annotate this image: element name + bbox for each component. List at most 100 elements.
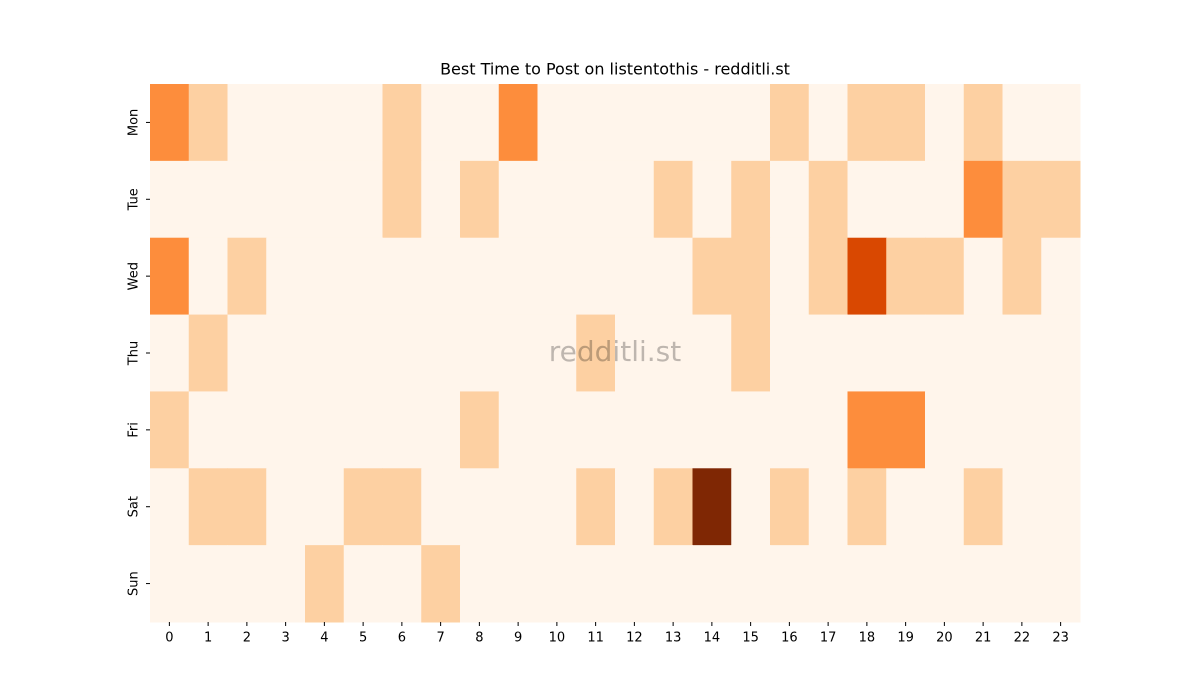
y-tick-label: Fri: [127, 422, 142, 438]
heat-cell: [266, 391, 306, 469]
heat-cell: [731, 545, 771, 623]
heat-cell: [1041, 545, 1081, 623]
heat-cell: [770, 314, 810, 392]
heat-cell: [847, 84, 887, 162]
heat-cell: [963, 84, 1003, 162]
heat-cell: [963, 314, 1003, 392]
heat-cell: [188, 468, 228, 546]
heat-cell: [576, 314, 616, 392]
heat-cell: [963, 237, 1003, 316]
heat-cell: [305, 84, 345, 162]
heat-cell: [886, 545, 926, 623]
heat-cell: [537, 84, 577, 162]
heat-cell: [653, 84, 693, 162]
heat-cell: [731, 314, 771, 392]
heat-cell: [460, 545, 500, 623]
heat-cell: [692, 468, 732, 546]
heat-cell: [847, 391, 887, 469]
heat-cell: [886, 314, 926, 392]
heat-cell: [808, 545, 848, 623]
chart-title: Best Time to Post on listentothis - redd…: [440, 60, 790, 79]
heat-cell: [886, 391, 926, 469]
heat-cell: [615, 468, 655, 546]
heat-cell: [808, 160, 848, 239]
x-tick-label: 18: [859, 631, 876, 646]
heat-cell: [343, 237, 383, 316]
heat-cell: [382, 545, 422, 623]
heat-cell: [1002, 314, 1042, 392]
heat-cell: [576, 545, 616, 623]
y-tick-label: Tue: [127, 188, 142, 211]
heat-cell: [150, 84, 190, 162]
watermark: redditli.st: [549, 335, 681, 368]
heatmap-cells: [150, 84, 1081, 623]
heat-cell: [847, 545, 887, 623]
x-tick-label: 10: [549, 631, 566, 646]
x-tick-label: 0: [165, 631, 173, 646]
heat-cell: [770, 237, 810, 316]
heat-cell: [808, 314, 848, 392]
heat-cell: [498, 237, 538, 316]
heat-cell: [421, 84, 461, 162]
heat-cell: [266, 468, 306, 546]
heat-cell: [653, 314, 693, 392]
heat-cell: [150, 314, 190, 392]
x-tick-label: 3: [281, 631, 289, 646]
x-tick-label: 4: [320, 631, 328, 646]
heat-cell: [963, 391, 1003, 469]
heat-cell: [421, 237, 461, 316]
heat-cell: [305, 468, 345, 546]
heat-cell: [1041, 84, 1081, 162]
heat-cell: [692, 237, 732, 316]
heat-cell: [886, 237, 926, 316]
heat-cell: [615, 545, 655, 623]
heat-cell: [343, 468, 383, 546]
heat-cell: [537, 391, 577, 469]
heat-cell: [963, 545, 1003, 623]
heat-cell: [227, 84, 267, 162]
heat-cell: [847, 160, 887, 239]
heat-cell: [576, 468, 616, 546]
x-tick-label: 2: [243, 631, 251, 646]
heat-cell: [460, 314, 500, 392]
heat-cell: [692, 160, 732, 239]
heat-cell: [382, 237, 422, 316]
y-tick-label: Sat: [127, 496, 142, 517]
heat-cell: [731, 160, 771, 239]
heat-cell: [343, 84, 383, 162]
heat-cell: [227, 545, 267, 623]
heat-cell: [576, 391, 616, 469]
heat-cell: [1002, 391, 1042, 469]
heat-cell: [925, 160, 965, 239]
heat-cell: [421, 160, 461, 239]
heat-cell: [925, 545, 965, 623]
heat-cell: [188, 160, 228, 239]
heat-cell: [886, 468, 926, 546]
heat-cell: [886, 160, 926, 239]
heat-cell: [150, 237, 190, 316]
heat-cell: [770, 84, 810, 162]
heat-cell: [615, 237, 655, 316]
heat-cell: [305, 314, 345, 392]
heat-cell: [615, 160, 655, 239]
heat-cell: [382, 84, 422, 162]
heat-cell: [537, 545, 577, 623]
heat-cell: [305, 391, 345, 469]
heat-cell: [615, 84, 655, 162]
heat-cell: [343, 314, 383, 392]
heat-cell: [498, 391, 538, 469]
x-tick-label: 14: [704, 631, 721, 646]
x-tick-label: 11: [587, 631, 604, 646]
heat-cell: [1041, 237, 1081, 316]
heat-cell: [770, 160, 810, 239]
heat-cell: [731, 391, 771, 469]
heat-cell: [731, 468, 771, 546]
heat-cell: [150, 391, 190, 469]
heat-cell: [382, 468, 422, 546]
heat-cell: [460, 237, 500, 316]
heat-cell: [653, 545, 693, 623]
x-tick-label: 12: [626, 631, 643, 646]
heat-cell: [537, 160, 577, 239]
heat-cell: [382, 391, 422, 469]
